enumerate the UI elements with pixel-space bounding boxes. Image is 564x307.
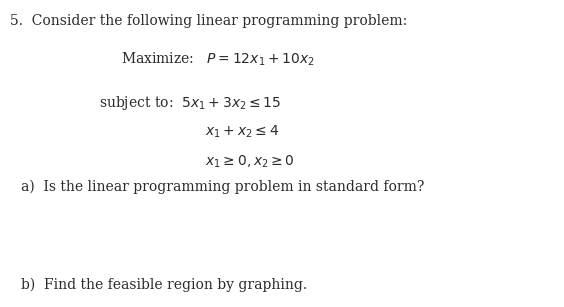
Text: Maximize:   $P=12x_1+10x_2$: Maximize: $P=12x_1+10x_2$ bbox=[121, 51, 315, 68]
Text: subject to:  $5x_1+3x_2\leq15$: subject to: $5x_1+3x_2\leq15$ bbox=[99, 94, 281, 112]
Text: a)  Is the linear programming problem in standard form?: a) Is the linear programming problem in … bbox=[21, 180, 425, 194]
Text: b)  Find the feasible region by graphing.: b) Find the feasible region by graphing. bbox=[21, 278, 307, 292]
Text: $x_1+x_2\leq4$: $x_1+x_2\leq4$ bbox=[205, 123, 279, 140]
Text: $x_1\geq0,x_2\geq0$: $x_1\geq0,x_2\geq0$ bbox=[205, 154, 294, 170]
Text: 5.  Consider the following linear programming problem:: 5. Consider the following linear program… bbox=[10, 14, 407, 28]
